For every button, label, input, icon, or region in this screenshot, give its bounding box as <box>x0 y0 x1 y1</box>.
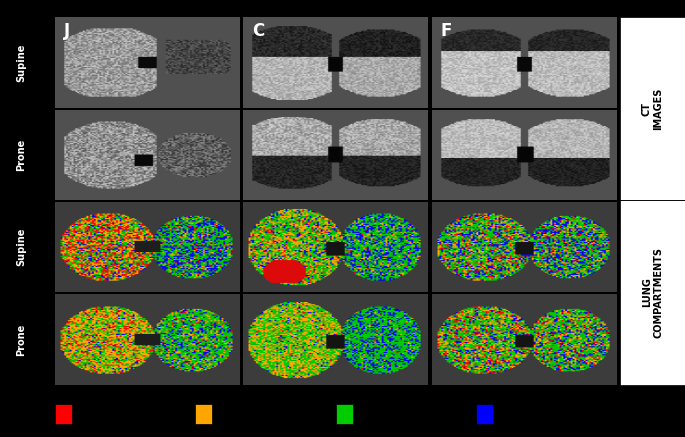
Text: Poorly-aerated: Poorly-aerated <box>216 409 309 419</box>
Text: F: F <box>441 22 452 40</box>
Text: Normally-aerated: Normally-aerated <box>356 409 466 419</box>
Text: Position: Position <box>1 155 13 212</box>
Text: Supine: Supine <box>16 228 27 267</box>
Text: CT
IMAGES: CT IMAGES <box>642 87 663 130</box>
Text: Supine: Supine <box>16 43 27 82</box>
Text: Non-aerated: Non-aerated <box>75 409 153 419</box>
Text: J: J <box>64 22 70 40</box>
Text: LUNG
COMPARTMENTS: LUNG COMPARTMENTS <box>642 247 663 338</box>
Text: Prone: Prone <box>16 323 27 356</box>
Text: Prone: Prone <box>16 139 27 171</box>
Text: C: C <box>253 22 264 40</box>
Text: Over-aerated: Over-aerated <box>497 409 580 419</box>
